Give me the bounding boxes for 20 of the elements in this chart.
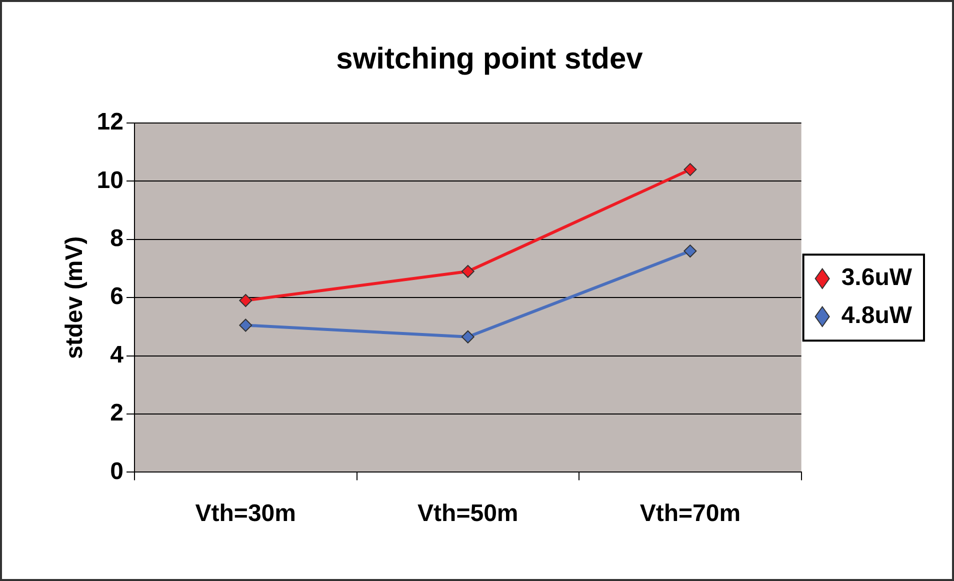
point	[461, 264, 474, 278]
y-tick-label: 10	[96, 166, 124, 194]
y-tick-label: 0	[110, 458, 124, 485]
y-tick-label: 12	[96, 108, 124, 136]
y-tick-label: 2	[110, 400, 124, 427]
point	[684, 163, 697, 176]
x-tick-label: Vth=30m	[195, 500, 296, 528]
point	[239, 318, 252, 332]
x-tick-label: Vth=70m	[640, 500, 741, 528]
y-tick-label: 8	[110, 225, 124, 252]
point	[461, 330, 474, 344]
legend-label: 4.8uW	[841, 302, 912, 330]
point	[239, 294, 252, 308]
y-tick-label: 4	[110, 341, 124, 368]
legend-label: 3.6uW	[841, 264, 912, 292]
x-tick-label: Vth=50m	[418, 500, 518, 528]
y-axis-title: stdev (mV)	[61, 236, 88, 359]
y-tick-label: 6	[110, 283, 124, 310]
point	[684, 244, 697, 258]
chart-title: switching point stdev	[336, 42, 644, 76]
